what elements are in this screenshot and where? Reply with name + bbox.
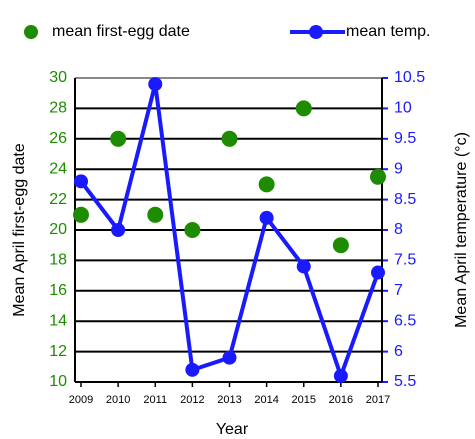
y2-tick-label: 8.5 <box>394 191 416 208</box>
line-point <box>74 174 88 189</box>
y-tick-label: 20 <box>49 221 67 238</box>
scatter-point <box>295 100 312 117</box>
x-tick-label: 2009 <box>69 394 93 406</box>
line-point <box>222 350 237 365</box>
legend-marker <box>24 25 38 39</box>
y2-tick-label: 9.5 <box>394 130 416 147</box>
scatter-point <box>221 130 238 147</box>
scatter-point <box>147 206 164 223</box>
y2-tick-label: 7.5 <box>394 252 416 269</box>
y-tick-label: 28 <box>49 100 67 117</box>
x-tick-label: 2010 <box>106 394 130 406</box>
y2-tick-label: 7 <box>394 282 403 299</box>
line-point <box>111 223 126 237</box>
legend-label: mean first-egg date <box>52 23 190 40</box>
y2-tick-label: 5.5 <box>394 373 416 390</box>
y2-tick-label: 6.5 <box>394 312 416 329</box>
y-tick-label: 12 <box>49 343 67 360</box>
y2-tick-label: 8 <box>394 221 403 238</box>
line-point <box>148 77 163 92</box>
legend-marker <box>309 25 323 39</box>
x-tick-label: 2011 <box>143 394 167 406</box>
y-axis-label: Mean April first-egg date <box>11 143 28 317</box>
line-point <box>333 368 348 383</box>
x-tick-label: 2015 <box>292 394 316 406</box>
y-tick-label: 10 <box>49 373 67 390</box>
y2-tick-label: 10.5 <box>394 69 425 86</box>
y-tick-label: 14 <box>49 312 67 329</box>
x-tick-label: 2017 <box>366 394 390 406</box>
y2-axis-label: Mean April temperature (°c) <box>453 132 470 328</box>
y2-tick-label: 9 <box>394 160 403 177</box>
y2-tick-label: 6 <box>394 343 403 360</box>
legend-label: mean temp. <box>346 23 430 40</box>
y-tick-label: 26 <box>49 130 67 147</box>
line-point <box>371 265 385 280</box>
x-tick-label: 2014 <box>254 394 278 406</box>
line-point <box>185 362 200 377</box>
x-tick-label: 2012 <box>180 394 204 406</box>
scatter-point <box>110 130 127 147</box>
scatter-point <box>258 176 275 193</box>
scatter-point <box>73 206 89 223</box>
y-tick-label: 30 <box>49 69 67 86</box>
y-tick-label: 18 <box>49 252 67 269</box>
y2-tick-label: 10 <box>394 100 412 117</box>
line-point <box>259 210 274 225</box>
y-tick-label: 22 <box>49 191 67 208</box>
scatter-point <box>370 168 386 185</box>
scatter-point <box>332 237 349 254</box>
x-axis-label: Year <box>216 421 249 438</box>
line-point <box>296 259 311 274</box>
y-tick-label: 24 <box>49 160 67 177</box>
x-tick-label: 2013 <box>217 394 241 406</box>
y-tick-label: 16 <box>49 282 67 299</box>
scatter-point <box>184 222 201 238</box>
x-tick-label: 2016 <box>329 394 353 406</box>
